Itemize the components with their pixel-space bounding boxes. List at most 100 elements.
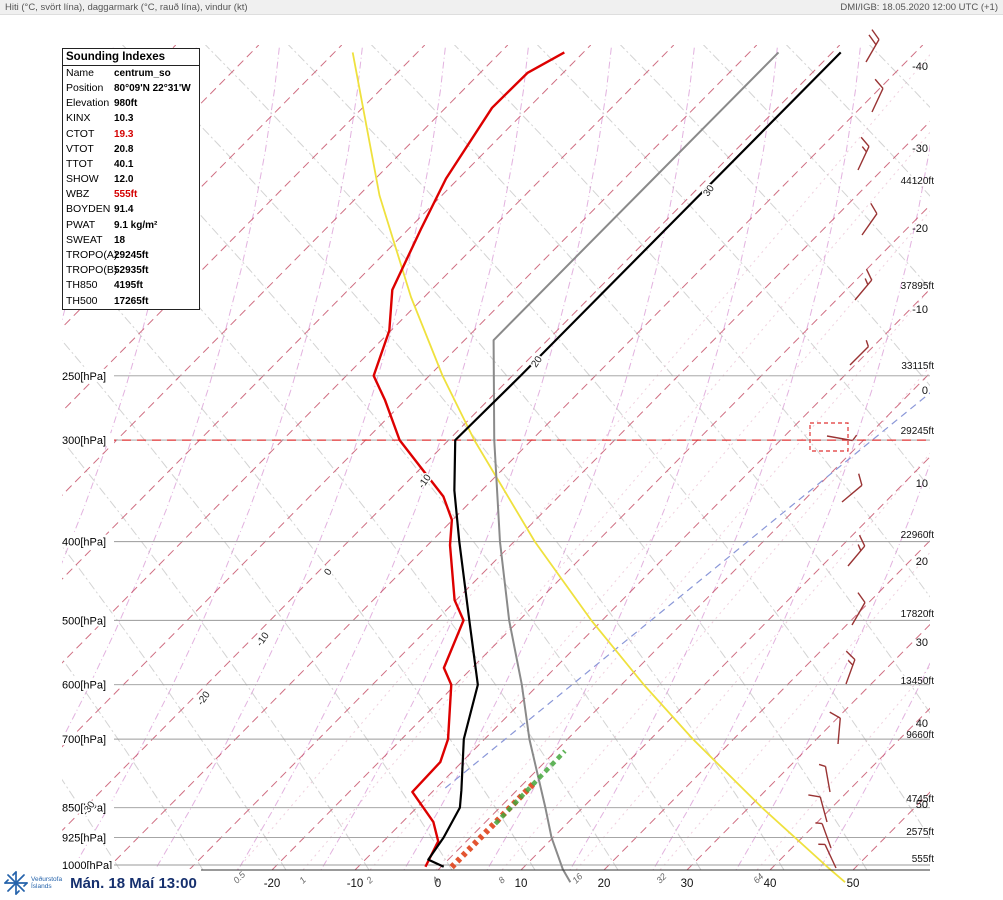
- index-value: centrum_so: [114, 67, 171, 79]
- isotherm-line: [62, 45, 343, 329]
- sounding-index-row: TROPO(B) 52935ft: [63, 263, 199, 278]
- altitude-label: 33115ft: [901, 361, 934, 372]
- index-value: 20.8: [114, 143, 134, 155]
- dry-adiabat-line: [62, 244, 536, 870]
- sounding-index-row: Name centrum_so: [63, 66, 199, 81]
- isotherm-line: [62, 45, 426, 413]
- isotherm-line: [769, 707, 930, 870]
- index-label: Name: [66, 66, 95, 79]
- dry-adiabat-line: [619, 45, 930, 387]
- sounding-index-row: TH500 17265ft: [63, 294, 199, 309]
- right-temp-label: 0: [922, 385, 928, 397]
- index-label: TTOT: [66, 157, 94, 170]
- temp-tick-label: 30: [681, 878, 694, 890]
- mixing-ratio-label: 4: [430, 875, 441, 886]
- wind-barb: [818, 843, 837, 869]
- isotherm-line: [62, 45, 675, 664]
- sounding-index-row: TH850 4195ft: [63, 279, 199, 294]
- wind-barb: [851, 592, 866, 626]
- dry-adiabat-yellow: [351, 52, 846, 883]
- isotherm-line: [271, 204, 930, 870]
- index-value: 18: [114, 234, 126, 246]
- pressure-tick-label: 925[hPa]: [62, 832, 106, 844]
- index-value: 52935ft: [114, 265, 149, 277]
- moist-adiabat-line: [818, 661, 930, 870]
- footer: Veðurstofa Íslands Mán. 18 Maí 13:00: [3, 869, 201, 897]
- index-label: WBZ: [66, 188, 90, 201]
- isotherm-line: [188, 120, 930, 870]
- wind-barb: [861, 202, 878, 236]
- wind-barb: [857, 136, 870, 171]
- altitude-label: 13450ft: [901, 676, 935, 687]
- mixing-ratio-line: [756, 665, 930, 870]
- line-label: 20: [529, 354, 545, 370]
- index-value: 91.4: [114, 204, 134, 216]
- sounding-indexes-rows: Name centrum_so Position 80°09'N 22°31'W Ele…: [63, 66, 199, 309]
- mixing-ratio-line: [302, 131, 930, 870]
- sounding-index-row: TROPO(A) 29245ft: [63, 248, 199, 263]
- wind-barb: [865, 29, 880, 63]
- mixing-ratio-label: 32: [654, 871, 668, 885]
- index-value: 4195ft: [114, 280, 143, 292]
- index-label: TH850: [66, 279, 98, 292]
- pressure-tick-label: 250[hPa]: [62, 371, 106, 383]
- mixing-ratio-line: [659, 551, 930, 870]
- pressure-label-bg: [60, 800, 114, 814]
- pressure-label-bg: [60, 368, 114, 382]
- mixing-ratio-label: 2: [364, 875, 375, 886]
- moist-adiabat-line: [0, 30, 32, 870]
- wind-barb: [826, 434, 858, 442]
- temp-tick-label: 10: [515, 878, 528, 890]
- pressure-label-bg: [60, 433, 114, 447]
- right-temp-label: 40: [916, 718, 928, 730]
- moist-adiabat-line: [569, 45, 862, 870]
- altitude-label: 44120ft: [901, 176, 935, 187]
- temp-tick-label: 20: [598, 878, 611, 890]
- mixing-ratio-line: [501, 365, 930, 870]
- moist-adiabat-line: [320, 45, 613, 870]
- mixing-guide-blue: [444, 392, 930, 789]
- index-value: 9.1 kg/m²: [114, 219, 158, 231]
- dry-adiabat-line: [62, 439, 370, 870]
- sounding-index-row: PWAT 9.1 kg/m²: [63, 218, 199, 233]
- isotherm-line: [62, 45, 758, 748]
- right-temp-label: -30: [912, 143, 928, 155]
- index-value: 555ft: [114, 189, 138, 201]
- isotherm-line: [105, 45, 924, 870]
- wind-barb: [847, 534, 866, 567]
- dry-adiabat-line: [785, 45, 930, 197]
- moist-adiabat-line: [71, 45, 364, 870]
- dry-adiabat-line: [287, 45, 930, 840]
- isotherm-line: [62, 45, 509, 496]
- wind-barb: [854, 268, 873, 301]
- mixing-ratio-line: [435, 288, 930, 870]
- sounding-index-row: SWEAT 18: [63, 233, 199, 248]
- line-label: 0: [322, 566, 334, 577]
- index-value: 40.1: [114, 158, 134, 170]
- mixing-ratio-label: 16: [570, 871, 584, 885]
- valid-time-label: Mán. 18 Maí 13:00: [70, 874, 197, 892]
- mixing-ratio-label: 0.5: [231, 869, 248, 886]
- mixing-ratio-label: 8: [496, 875, 507, 886]
- sounding-index-row: SHOW 12.0: [63, 172, 199, 187]
- wind-barb: [818, 763, 831, 793]
- altitude-label: 29245ft: [901, 426, 935, 437]
- sounding-indexes-title: Sounding Indexes: [63, 49, 199, 66]
- dry-adiabat-line: [204, 45, 868, 870]
- isotherm-line: [520, 456, 930, 870]
- isotherm-line: [62, 45, 592, 580]
- sounding-indexes-panel: Sounding Indexes Name centrum_so Position 8…: [62, 48, 200, 310]
- pressure-tick-label: 700[hPa]: [62, 734, 106, 746]
- dry-adiabat-line: [938, 30, 1003, 870]
- pressure-label-bg: [60, 613, 114, 627]
- model-run-text: DMI/IGB: 18.05.2020 12:00 UTC (+1): [840, 1, 998, 13]
- line-label: 30: [701, 183, 717, 199]
- sounding-index-row: Elevation 980ft: [63, 96, 199, 111]
- dry-adiabat-line: [868, 45, 930, 109]
- pressure-tick-label: 400[hPa]: [62, 537, 106, 549]
- altitude-label: 9660ft: [906, 730, 934, 741]
- mixing-ratio-line: [236, 53, 930, 870]
- dry-adiabat-line: [370, 45, 930, 714]
- sounding-index-row: KINX 10.3: [63, 112, 199, 127]
